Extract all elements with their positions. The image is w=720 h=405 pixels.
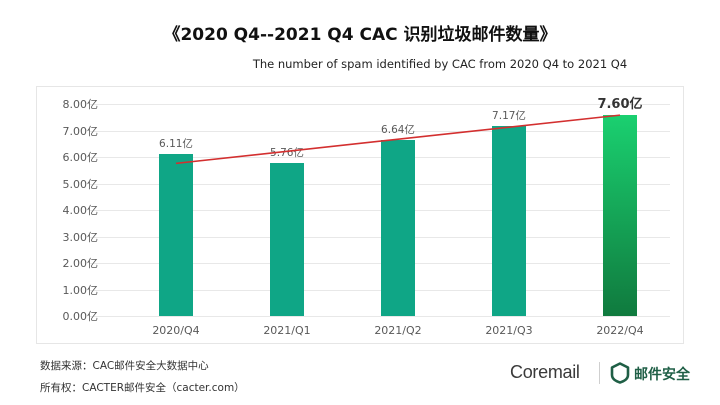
y-axis-tick-label: 4.00亿 (62, 204, 99, 217)
data-label: 7.17亿 (492, 109, 526, 122)
coremail-logo: Coremail (510, 362, 580, 382)
x-axis-tick-label: 2021/Q2 (374, 324, 422, 337)
gridline (90, 210, 670, 211)
y-axis-tick-label: 2.00亿 (62, 257, 99, 270)
y-axis-tick-label: 7.00亿 (62, 124, 99, 138)
data-source-note: 数据来源：CAC邮件安全大数据中心 (40, 360, 209, 372)
gridline (90, 104, 670, 105)
y-axis-tick-label: 6.00亿 (62, 151, 99, 164)
gridline (90, 316, 670, 317)
x-axis-tick-label: 2022/Q4 (596, 324, 644, 337)
chart-title: 《2020 Q4--2021 Q4 CAC 识别垃圾邮件数量》 (163, 25, 557, 45)
y-axis-tick-label: 1.00亿 (62, 283, 99, 297)
gridline (90, 183, 670, 185)
y-axis-tick-label: 5.00亿 (62, 177, 99, 191)
data-label: 6.64亿 (381, 124, 415, 137)
mail-security-logo-text: 邮件安全 (634, 367, 690, 383)
bar-2021-q2 (381, 140, 415, 316)
bar-2022-q4 (603, 114, 637, 316)
y-axis-tick-label: 0.00亿 (62, 310, 99, 323)
chart-frame (36, 86, 684, 344)
bar-2020-q4 (159, 154, 193, 316)
shield-icon (610, 362, 630, 384)
copyright-note: 所有权：CACTER邮件安全（cacter.com） (40, 382, 245, 394)
y-axis-tick-label: 8.00亿 (62, 98, 99, 111)
chart-subtitle: The number of spam identified by CAC fro… (252, 57, 628, 71)
gridline (90, 263, 670, 264)
data-label: 6.11亿 (159, 138, 193, 151)
gridline (90, 289, 670, 291)
data-label: 7.60亿 (597, 96, 643, 112)
gridline (90, 130, 670, 132)
y-axis-tick-label: 3.00亿 (62, 230, 99, 244)
x-axis-tick-label: 2021/Q3 (485, 324, 533, 337)
bar-2021-q1 (270, 163, 304, 316)
gridline (90, 157, 670, 158)
brand-divider (599, 362, 600, 384)
bar-2021-q3 (492, 125, 526, 316)
x-axis-tick-label: 2021/Q1 (263, 324, 311, 337)
x-axis-tick-label: 2020/Q4 (152, 324, 200, 337)
gridline (90, 236, 670, 238)
